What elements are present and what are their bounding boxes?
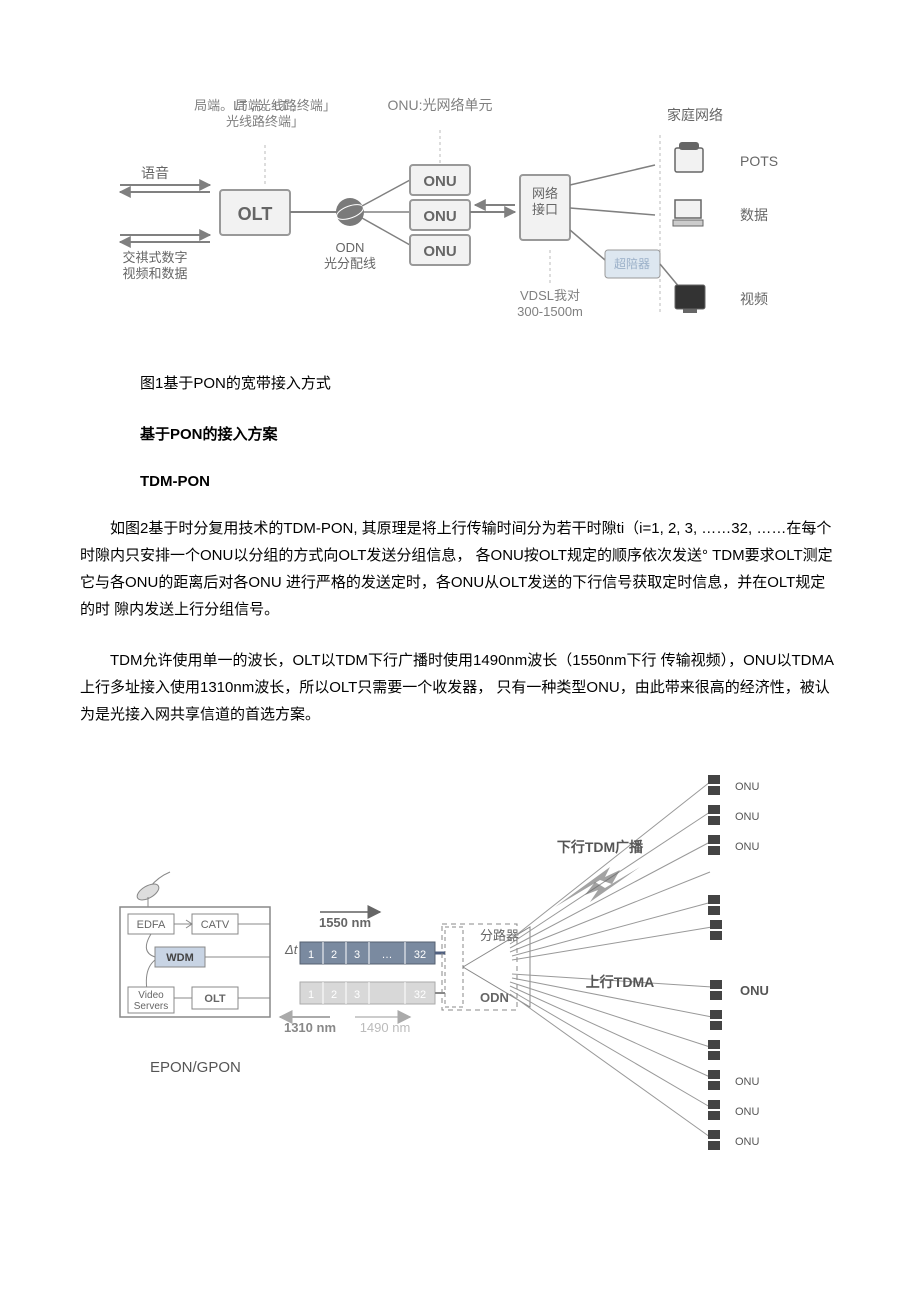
svg-text:交祺式数字: 交祺式数字 <box>122 250 187 265</box>
svg-text:POTS: POTS <box>740 153 778 169</box>
svg-text:VDSL我对: VDSL我对 <box>520 288 580 303</box>
figure-2: EDFA CATV WDM Video Serv225 Video Video … <box>100 752 820 1152</box>
svg-text:3: 3 <box>354 989 360 1001</box>
svg-text:ONU: ONU <box>735 1076 760 1088</box>
fig1-odn-ball <box>336 198 364 226</box>
svg-text:数据: 数据 <box>740 207 768 223</box>
fig2-slots-bottom: 1 2 3 32 <box>300 982 435 1004</box>
figure-1: 局端。LT ; 光线路终端」 光线路终端」 局端。LT ; ONU:光网络单元 … <box>100 80 820 340</box>
svg-text:CATV: CATV <box>201 919 230 931</box>
svg-text:接口: 接口 <box>532 202 558 217</box>
svg-text:网络: 网络 <box>532 186 558 201</box>
svg-text:视频: 视频 <box>740 291 768 307</box>
svg-text:分路器: 分路器 <box>480 928 519 943</box>
paragraph-2: TDM允许使用单一的波长，OLT以TDM下行广播时使用1490nm波长（1550… <box>80 647 840 728</box>
svg-text:3: 3 <box>354 949 360 961</box>
computer-icon: 数据 <box>673 200 768 226</box>
fig2-epon-label: EPON/GPON <box>150 1059 241 1076</box>
figure1-caption: 图1基于PON的宽带接入方式 <box>140 370 840 397</box>
svg-text:2: 2 <box>331 949 337 961</box>
svg-text:ONU: ONU <box>423 243 456 260</box>
svg-text:1310 nm: 1310 nm <box>284 1020 336 1035</box>
svg-text:1490 nm: 1490 nm <box>360 1020 411 1035</box>
svg-text:Video: Video <box>138 990 164 1001</box>
svg-text:Δt: Δt <box>284 942 299 957</box>
pots-icon: POTS <box>675 142 778 172</box>
svg-text:ONU: ONU <box>735 811 760 823</box>
svg-text:上行TDMA: 上行TDMA <box>586 974 654 990</box>
svg-text:2: 2 <box>331 989 337 1001</box>
svg-text:ONU: ONU <box>423 173 456 190</box>
svg-text:ONU: ONU <box>735 781 760 793</box>
fig1-label-home: 家庭网络 <box>667 107 723 123</box>
fig1-onu-boxes: ONU ONU ONU <box>410 165 470 265</box>
subsection-heading: TDM-PON <box>140 468 840 495</box>
svg-text:光线路终端」: 光线路终端」 <box>226 114 304 129</box>
svg-text:ONU: ONU <box>740 983 769 998</box>
svg-text:ONU: ONU <box>423 208 456 225</box>
fig2-onu-icons: ONU ONU ONU ONU ONU ONU ONU <box>708 775 769 1150</box>
svg-text:ONU: ONU <box>735 841 760 853</box>
svg-text:OLT: OLT <box>204 993 225 1005</box>
fig1-voice: 语音 <box>141 165 169 181</box>
svg-text:OLT: OLT <box>238 204 273 224</box>
svg-text:EDFA: EDFA <box>137 919 166 931</box>
fig1-label-onu-top: ONU:光网络单元 <box>388 97 493 113</box>
dish-icon <box>135 872 170 907</box>
section-heading: 基于PON的接入方案 <box>140 421 840 448</box>
svg-text:ODN: ODN <box>336 240 365 255</box>
paragraph-1: 如图2基于时分复用技术的TDM-PON, 其原理是将上行传输时间分为若干时隙ti… <box>80 515 840 623</box>
svg-text:下行TDM广播: 下行TDM广播 <box>557 839 644 855</box>
svg-text:…: … <box>382 949 393 961</box>
svg-text:1: 1 <box>308 949 314 961</box>
fig2-fibers <box>510 782 712 1137</box>
svg-text:视频和数据: 视频和数据 <box>122 266 187 281</box>
svg-text:1550 nm: 1550 nm <box>319 915 371 930</box>
fig2-slots-top: 1 2 3 … 32 <box>300 942 435 964</box>
svg-text:Servers: Servers <box>134 1001 168 1012</box>
svg-text:1: 1 <box>308 989 314 1001</box>
tv-icon: 视频 <box>675 285 768 313</box>
svg-text:WDM: WDM <box>166 952 194 964</box>
svg-text:光分配线: 光分配线 <box>324 256 376 271</box>
svg-text:局端。LT ;: 局端。LT ; <box>235 98 295 113</box>
svg-text:32: 32 <box>414 989 426 1001</box>
svg-text:超陪器: 超陪器 <box>614 256 650 271</box>
svg-text:ONU: ONU <box>735 1136 760 1148</box>
svg-text:300-1500m: 300-1500m <box>517 304 583 319</box>
svg-text:ONU: ONU <box>735 1106 760 1118</box>
svg-text:32: 32 <box>414 949 426 961</box>
